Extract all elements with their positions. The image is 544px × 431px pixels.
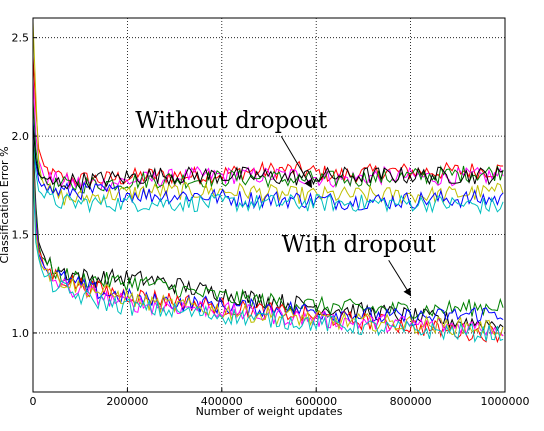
- x-tick-label: 0: [30, 395, 37, 408]
- annotation-arrow: [388, 259, 412, 297]
- axis-ticks: 0 200000 400000 600000 800000 1000000 1.0 1.5 2.…: [12, 32, 530, 408]
- series-line: [32, 125, 504, 191]
- y-tick-label: 1.5: [12, 229, 30, 242]
- series-line: [32, 118, 504, 211]
- series-line: [32, 172, 504, 344]
- series-line: [32, 138, 504, 215]
- x-axis-label: Number of weight updates: [196, 405, 343, 418]
- series-line: [32, 100, 504, 196]
- y-tick-label: 2.5: [12, 32, 30, 45]
- x-tick-label: 800000: [390, 395, 432, 408]
- x-tick-label: 600000: [295, 395, 337, 408]
- series-line: [32, 21, 504, 206]
- series-line: [32, 162, 504, 337]
- series-group-with-dropout: [32, 137, 504, 344]
- annotations: Without dropout With dropout: [135, 108, 437, 297]
- annotation-with-dropout: With dropout: [282, 232, 437, 258]
- series-group-without-dropout: [32, 21, 504, 215]
- x-tick-label: 1000000: [481, 395, 530, 408]
- y-axis-label: Classification Error %: [0, 146, 11, 263]
- y-tick-label: 1.0: [12, 327, 30, 340]
- series-line: [32, 159, 504, 327]
- annotation-without-dropout: Without dropout: [135, 108, 328, 134]
- annotation-arrow: [280, 135, 312, 189]
- plot-frame: [32, 17, 506, 393]
- y-tick-label: 2.0: [12, 130, 30, 143]
- x-tick-label: 200000: [106, 395, 148, 408]
- series-layer: [32, 21, 504, 344]
- x-tick-label: 400000: [201, 395, 243, 408]
